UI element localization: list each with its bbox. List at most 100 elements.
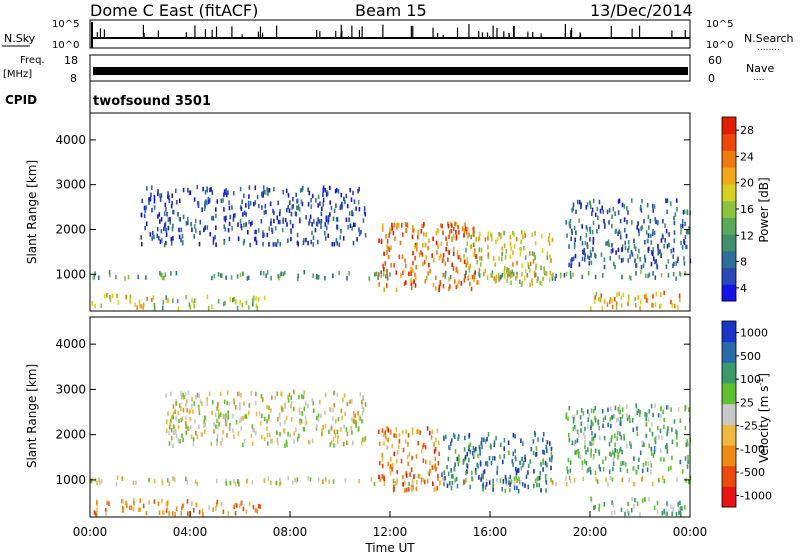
heatmap-cell [287, 475, 289, 481]
heatmap-cell [435, 275, 437, 280]
heatmap-cell [623, 204, 626, 209]
heatmap-cell [623, 217, 626, 222]
heatmap-cell [337, 434, 339, 440]
heatmap-cell [679, 459, 682, 465]
heatmap-cell [212, 216, 215, 221]
heatmap-cell [539, 470, 542, 476]
heatmap-cell [292, 480, 294, 485]
heatmap-cell [410, 281, 413, 287]
heatmap-cell [459, 257, 462, 263]
heatmap-cell [520, 282, 523, 287]
heatmap-cell [276, 391, 279, 396]
heatmap-cell [543, 450, 546, 455]
heatmap-cell [169, 216, 171, 222]
heatmap-cell [232, 414, 234, 419]
heatmap-cell [644, 258, 647, 263]
heatmap-cell [547, 237, 550, 243]
heatmap-cell [267, 191, 269, 196]
heatmap-cell [503, 243, 506, 248]
heatmap-cell [658, 435, 660, 440]
heatmap-cell [654, 436, 656, 442]
site-title: Dome C East (fitACF) [90, 1, 258, 20]
heatmap-cell [437, 473, 439, 479]
heatmap-cell [464, 455, 467, 460]
heatmap-cell [647, 417, 650, 422]
heatmap-cell [663, 457, 665, 462]
heatmap-cell [167, 194, 169, 199]
heatmap-cell [191, 404, 193, 409]
heatmap-cell [667, 426, 669, 431]
heatmap-cell [195, 431, 197, 436]
heatmap-cell [586, 242, 588, 247]
heatmap-cell [385, 234, 387, 239]
heatmap-cell [294, 477, 296, 483]
heatmap-cell [159, 271, 161, 276]
heatmap-cell [95, 500, 98, 505]
heatmap-cell [301, 201, 304, 207]
heatmap-cell [407, 487, 410, 492]
heatmap-cell [137, 507, 140, 513]
heatmap-cell [347, 225, 349, 230]
heatmap-cell [589, 470, 592, 475]
heatmap-cell [417, 429, 420, 434]
heatmap-cell [465, 478, 467, 483]
heatmap-cell [603, 299, 606, 304]
heatmap-cell [254, 200, 257, 205]
heatmap-cell [392, 462, 394, 468]
heatmap-cell [466, 257, 469, 262]
heatmap-cell [285, 439, 288, 445]
heatmap-cell [349, 187, 351, 193]
heatmap-cell [205, 199, 207, 204]
heatmap-cell [667, 466, 670, 472]
heatmap-cell [230, 275, 233, 280]
heatmap-cell [153, 199, 156, 204]
heatmap-cell [279, 241, 281, 247]
heatmap-cell [659, 406, 662, 412]
heatmap-cell [228, 221, 231, 227]
colorbar-tick-label: 1000 [740, 327, 768, 340]
heatmap-cell [626, 416, 629, 422]
heatmap-cell [447, 456, 450, 462]
heatmap-cell [631, 252, 634, 257]
heatmap-cell [225, 478, 227, 484]
heatmap-cell [610, 438, 613, 443]
heatmap-cell [176, 298, 179, 304]
heatmap-cell [181, 241, 184, 246]
heatmap-cell [590, 260, 593, 266]
heatmap-cell [677, 305, 679, 310]
heatmap-cell [465, 226, 467, 232]
heatmap-cell [479, 262, 482, 267]
heatmap-cell [424, 242, 427, 248]
heatmap-cell [499, 232, 502, 238]
heatmap-cell [650, 446, 653, 452]
heatmap-cell [491, 270, 494, 275]
heatmap-cell [300, 199, 303, 204]
heatmap-cell [681, 223, 684, 229]
heatmap-cell [649, 218, 652, 224]
heatmap-cell [627, 258, 630, 263]
heatmap-cell [416, 247, 418, 252]
heatmap-cell [607, 239, 610, 244]
heatmap-cell [574, 424, 576, 430]
heatmap-cell [223, 414, 226, 419]
heatmap-cell [349, 399, 351, 405]
heatmap-cell [145, 275, 147, 280]
heatmap-cell [423, 222, 425, 227]
heatmap-cell [629, 254, 631, 259]
power-colorbar-label: Power [dB] [757, 177, 771, 242]
heatmap-cell [179, 390, 182, 396]
heatmap-cell [157, 214, 159, 219]
heatmap-cell [164, 223, 166, 228]
heatmap-cell [598, 507, 600, 512]
heatmap-cell [393, 433, 395, 438]
heatmap-cell [479, 231, 481, 237]
heatmap-cell [275, 480, 278, 486]
heatmap-cell [617, 199, 620, 204]
heatmap-cell [495, 239, 497, 245]
heatmap-cell [452, 233, 455, 239]
heatmap-cell [277, 440, 279, 446]
heatmap-cell [142, 305, 145, 310]
heatmap-cell [330, 427, 332, 432]
heatmap-cell [666, 501, 668, 506]
heatmap-cell [614, 447, 616, 453]
